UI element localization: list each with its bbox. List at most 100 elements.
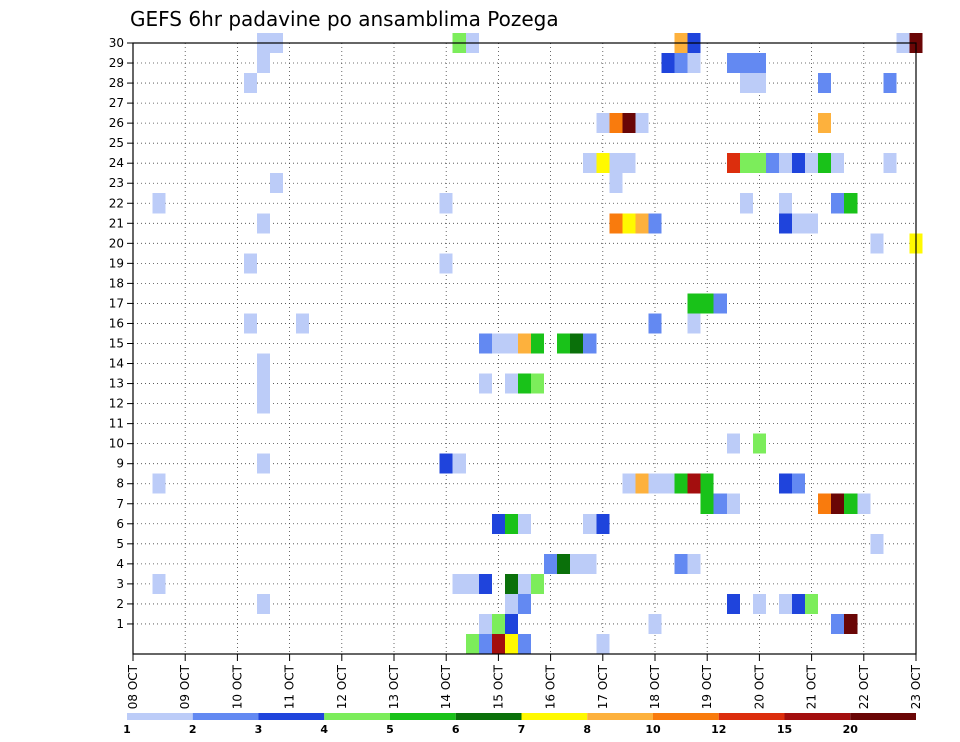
x-tick-label: 11 OCT <box>283 664 297 709</box>
heatmap-cell <box>517 333 532 354</box>
y-tick-label: 18 <box>109 276 124 290</box>
heatmap-cell <box>739 193 753 214</box>
heatmap-cell <box>243 313 257 334</box>
x-tick-label: 18 OCT <box>648 664 662 709</box>
heatmap-cell <box>635 113 649 134</box>
y-tick-label: 14 <box>109 357 124 371</box>
heatmap-cell <box>256 53 271 74</box>
heatmap-cell <box>700 473 714 494</box>
y-tick-label: 19 <box>109 256 124 270</box>
colorbar-label: 5 <box>386 723 394 736</box>
heatmap-cell <box>256 213 271 234</box>
heatmap-cell <box>752 153 766 174</box>
heatmap-cell <box>739 53 753 74</box>
heatmap-cell <box>792 593 806 614</box>
colorbar-segment <box>850 713 916 720</box>
heatmap-cell <box>818 153 832 174</box>
colorbar-label: 20 <box>843 723 859 736</box>
heatmap-cell <box>700 293 714 314</box>
heatmap-cell <box>609 173 623 194</box>
heatmap-cell <box>674 473 688 494</box>
heatmap-cell <box>478 333 492 354</box>
heatmap-cell <box>713 493 727 514</box>
colorbar-label: 7 <box>518 723 526 736</box>
heatmap-cell <box>570 553 584 574</box>
heatmap-cell <box>857 493 871 514</box>
heatmap-cell <box>517 633 532 654</box>
colorbar-label: 3 <box>255 723 263 736</box>
colorbar-segment <box>653 713 719 720</box>
heatmap-cell <box>752 593 766 614</box>
heatmap-cell <box>296 313 310 334</box>
x-tick-label: 12 OCT <box>335 664 349 709</box>
heatmap-cell <box>844 193 858 214</box>
heatmap-cell <box>583 513 597 534</box>
heatmap-cell <box>570 333 584 354</box>
heatmap-cell <box>752 73 766 94</box>
heatmap-cell <box>844 493 858 514</box>
heatmap-cell <box>648 613 662 634</box>
heatmap-cell <box>596 633 610 654</box>
heatmap-cell <box>465 573 479 594</box>
heatmap-cell <box>465 633 479 654</box>
heatmap-cell <box>739 153 753 174</box>
heatmap-cell <box>270 173 284 194</box>
x-tick-label: 09 OCT <box>178 664 192 709</box>
heatmap-cell <box>583 553 597 574</box>
colorbar-segment <box>784 713 851 720</box>
heatmap-cell <box>805 213 819 234</box>
heatmap-cell <box>778 213 793 234</box>
heatmap-cell <box>805 593 819 614</box>
heatmap-cell <box>517 573 532 594</box>
heatmap-cell <box>256 453 271 474</box>
heatmap-cell <box>517 373 532 394</box>
colorbar-segment <box>455 713 522 720</box>
x-tick-label: 08 OCT <box>126 664 140 709</box>
y-tick-label: 11 <box>109 417 124 431</box>
heatmap-cell <box>491 633 505 654</box>
y-tick-label: 25 <box>109 136 124 150</box>
heatmap-cell <box>635 213 649 234</box>
x-tick-label: 22 OCT <box>857 664 871 709</box>
heatmap-cell <box>152 193 166 214</box>
y-tick-label: 4 <box>116 557 124 571</box>
colorbar: 1 2 3 4 5 6 7 8 10 12 15 20 <box>123 713 916 736</box>
heatmap-cell <box>687 313 701 334</box>
heatmap-cell <box>674 53 688 74</box>
colorbar-segment <box>324 713 390 720</box>
heatmap-cell <box>648 473 662 494</box>
heatmap-cell <box>622 153 636 174</box>
heatmap-cell <box>583 153 597 174</box>
heatmap-cell <box>439 453 453 474</box>
heatmap-cell <box>478 573 492 594</box>
colorbar-label: 6 <box>452 723 460 736</box>
y-tick-label: 20 <box>109 236 124 250</box>
heatmap-cell <box>778 593 793 614</box>
heatmap-cell <box>713 293 727 314</box>
chart-title: GEFS 6hr padavine po ansamblima Pozega <box>130 7 559 31</box>
y-tick-label: 6 <box>116 517 124 531</box>
heatmap-cell <box>726 53 740 74</box>
heatmap-cell <box>596 153 610 174</box>
heatmap-cell <box>531 573 545 594</box>
y-tick-label: 26 <box>109 116 124 130</box>
heatmap-cell <box>831 193 845 214</box>
x-tick-label: 19 OCT <box>700 664 714 709</box>
y-tick-label: 28 <box>109 76 124 90</box>
heatmap-cell <box>778 153 793 174</box>
colorbar-segment <box>587 713 653 720</box>
x-tick-label: 20 OCT <box>752 664 766 709</box>
heatmap-cell <box>243 73 257 94</box>
heatmap-cell <box>648 213 662 234</box>
heatmap-cell <box>726 153 740 174</box>
heatmap-cell <box>831 153 845 174</box>
heatmap-cell <box>596 113 610 134</box>
y-tick-label: 27 <box>109 96 124 110</box>
heatmap-cell <box>504 513 518 534</box>
heatmap-cell <box>778 193 793 214</box>
y-tick-label: 16 <box>109 316 124 330</box>
heatmap-cell <box>557 333 571 354</box>
heatmap-cell <box>491 513 505 534</box>
x-tick-label: 21 OCT <box>805 664 819 709</box>
heatmap-cell <box>583 333 597 354</box>
